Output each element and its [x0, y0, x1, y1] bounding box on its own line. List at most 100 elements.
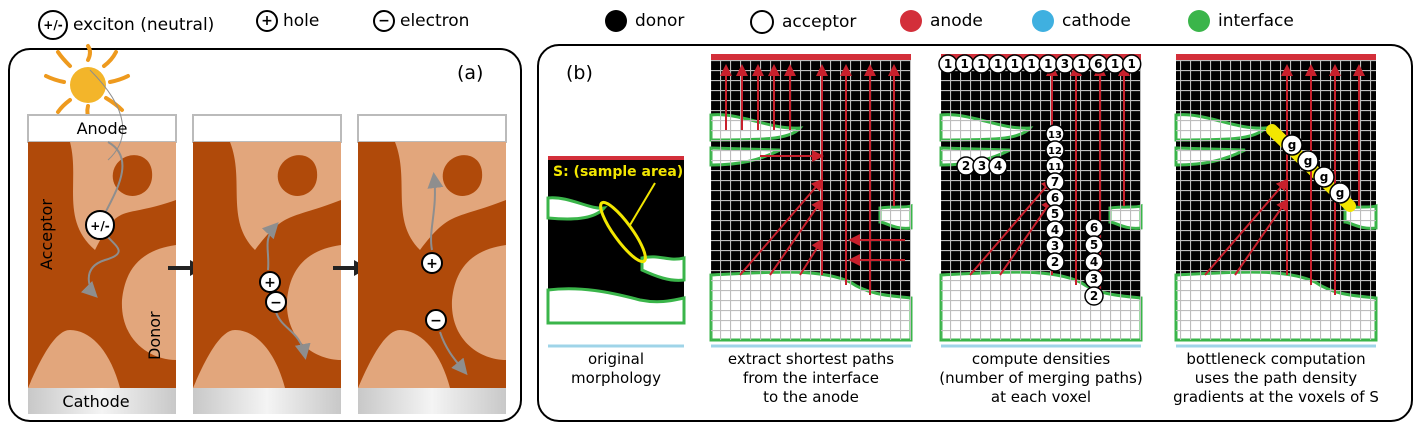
density-badge-column: 3: [1045, 236, 1065, 256]
density-badge-right-text: 4: [1090, 255, 1098, 269]
density-badge-top: 6: [1088, 54, 1109, 74]
hole-marker-1-text: +: [264, 275, 276, 291]
anode-label: Anode: [77, 119, 128, 138]
gradient-badge: g: [1313, 166, 1335, 188]
caption-densities: compute densities (number of merging pat…: [926, 350, 1156, 407]
exciton-marker-text: +/-: [90, 219, 109, 233]
density-badge-left-text: 4: [994, 159, 1002, 173]
density-badge-right-text: 5: [1090, 238, 1098, 252]
density-badge-top-text: 1: [944, 57, 952, 71]
density-badge-top-text: 1: [977, 57, 985, 71]
legend-exciton: +/- exciton (neutral): [38, 10, 214, 40]
density-badge-top-text: 3: [1061, 57, 1069, 71]
legend-acceptor: acceptor: [750, 10, 856, 34]
legend-interface: interface: [1188, 10, 1294, 32]
legend-donor-label: donor: [635, 11, 685, 31]
donor-label: Donor: [145, 311, 164, 360]
density-badge-column-text: 2: [1051, 255, 1059, 269]
density-badge-column-text: 4: [1051, 223, 1059, 237]
density-badge-top-text: 1: [1044, 57, 1052, 71]
grid-panel-densities: [939, 54, 1143, 342]
density-badge-column-text: 5: [1051, 207, 1059, 221]
density-badge-right: 6: [1084, 218, 1104, 238]
cell-exciton: [27, 69, 177, 414]
density-badge-right-text: 2: [1090, 289, 1098, 303]
legend-anode: anode: [900, 10, 983, 32]
density-badge-top: 1: [1038, 54, 1058, 74]
original-morphology: [546, 156, 686, 325]
density-badge-top: 1: [1005, 54, 1025, 74]
legend-anode-label: anode: [930, 11, 983, 31]
legend-cathode-label: cathode: [1062, 11, 1131, 31]
density-badge-right-text: 6: [1090, 221, 1098, 235]
electron-marker-2: −: [425, 309, 447, 331]
legend-interface-label: interface: [1218, 11, 1294, 31]
density-badge-top-text: 1: [1111, 57, 1119, 71]
cathode-dot-icon: [1032, 10, 1054, 32]
density-badge-right: 2: [1084, 286, 1104, 306]
density-badge-top-text: 1: [1077, 57, 1085, 71]
anode-dot-icon: [900, 10, 922, 32]
hole-symbol: +: [256, 10, 278, 32]
sun-icon: [44, 44, 130, 122]
panel-b-label: (b): [566, 62, 593, 84]
legend-hole-label: hole: [283, 11, 320, 31]
gradient-badge: g: [1297, 150, 1319, 172]
density-badge-top-text: 1: [994, 57, 1002, 71]
gradient-badge-text: g: [1288, 138, 1297, 152]
legend-cathode: cathode: [1032, 10, 1131, 32]
grid-panel-paths: [709, 54, 913, 342]
electron-marker-1: −: [265, 291, 287, 313]
gradient-badge: g: [1281, 134, 1303, 156]
caption-paths-line-1: extract shortest paths: [727, 350, 895, 368]
density-badge-top-text: 6: [1094, 57, 1102, 71]
legend-electron: − electron: [373, 10, 469, 32]
legend-hole: + hole: [256, 10, 319, 32]
caption-densities-line-3: at each voxel: [990, 388, 1092, 406]
density-badge-top: 1: [1071, 54, 1092, 74]
density-badge-left-text: 2: [962, 159, 970, 173]
legend-exciton-label: exciton (neutral): [73, 15, 215, 35]
caption-bottleneck-line-3: gradients at the voxels of S: [1173, 388, 1379, 406]
density-badge-column-text: 7: [1051, 175, 1059, 189]
caption-morphology: original morphology: [548, 350, 684, 388]
exciton-symbol: +/-: [38, 10, 68, 40]
electron-marker-1-text: −: [270, 295, 282, 311]
density-badge-top: 1: [1105, 54, 1125, 74]
caption-bottleneck: bottleneck computation uses the path den…: [1161, 350, 1391, 407]
caption-paths-line-3: to the anode: [763, 388, 859, 406]
gradient-badge-text: g: [1336, 186, 1345, 200]
legend-acceptor-label: acceptor: [782, 12, 857, 32]
caption-paths-line-2: from the interface: [743, 369, 879, 387]
sample-area-label: S: (sample area): [553, 164, 683, 180]
caption-bottleneck-line-1: bottleneck computation: [1186, 350, 1366, 368]
electron-symbol: −: [373, 10, 395, 32]
hole-marker-2: +: [421, 252, 443, 274]
hole-marker-2-text: +: [426, 256, 438, 272]
acceptor-label: Acceptor: [37, 199, 56, 270]
density-badge-top-text: 1: [1027, 57, 1035, 71]
legend-electron-label: electron: [400, 11, 470, 31]
hole-marker-1: +: [259, 271, 281, 293]
panel-a-diagram: Anode Cathode Acceptor Donor +/- + −: [27, 44, 507, 414]
density-badge-top: 1: [1121, 54, 1142, 74]
density-badge-right: 4: [1084, 252, 1104, 272]
density-badge-column-text: 12: [1048, 146, 1062, 157]
density-badge-top-text: 1: [1011, 57, 1019, 71]
cathode-label: Cathode: [62, 392, 129, 411]
density-badge-top: 3: [1055, 54, 1075, 74]
density-badge-left-text: 3: [978, 159, 986, 173]
density-badge-right: 5: [1084, 235, 1104, 255]
density-badge-top: 1: [954, 54, 975, 74]
density-badge-top: 1: [971, 54, 992, 74]
electron-marker-2-text: −: [430, 313, 442, 329]
density-badge-top: 1: [1021, 54, 1042, 74]
density-badge-top-text: 1: [961, 57, 969, 71]
interface-dot-icon: [1188, 10, 1210, 32]
density-badge-column-text: 6: [1051, 191, 1059, 205]
density-badge-top: 1: [988, 54, 1008, 74]
legend-donor: donor: [605, 10, 684, 32]
caption-densities-line-2: (number of merging paths): [939, 369, 1143, 387]
